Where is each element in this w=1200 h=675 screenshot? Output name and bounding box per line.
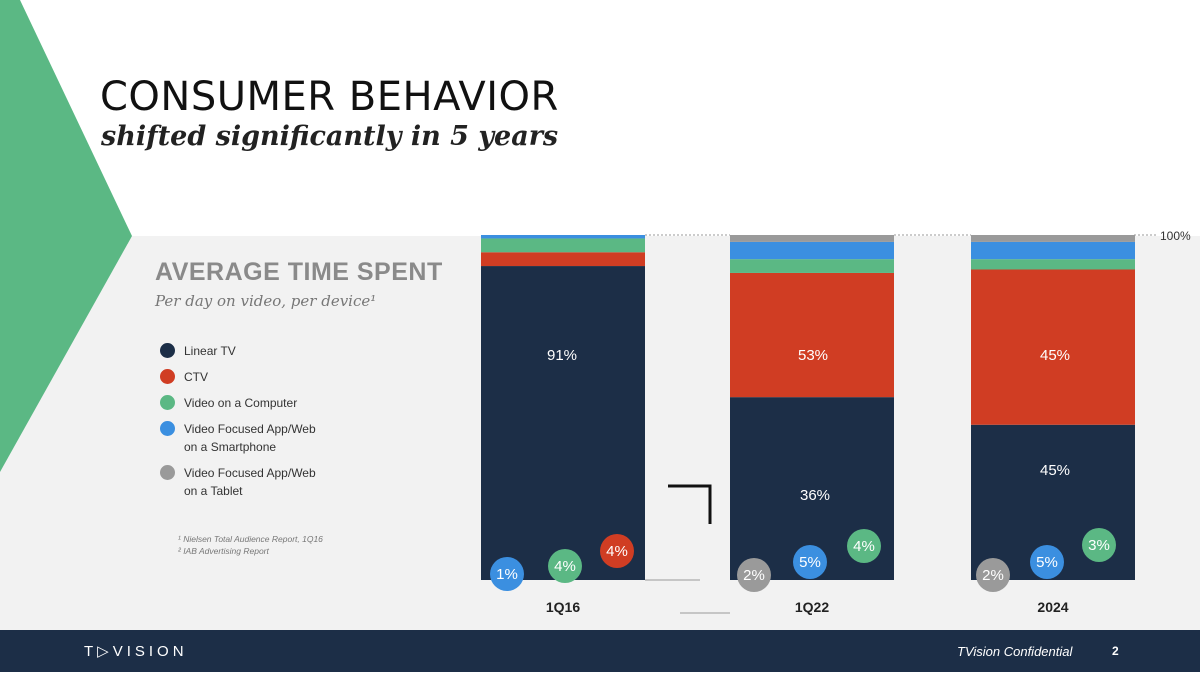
category-label: 1Q22 xyxy=(795,599,829,615)
data-label: 2% xyxy=(743,567,765,584)
footnote-2: ² IAB Advertising Report xyxy=(178,546,269,556)
axis-label-100: 100% xyxy=(1160,229,1191,243)
legend-swatch xyxy=(160,369,175,384)
legend-label: Linear TV xyxy=(184,342,236,360)
legend-swatch xyxy=(160,343,175,358)
legend-label-line: on a Tablet xyxy=(184,484,243,498)
legend-item: Video Focused App/Web on a Smartphone xyxy=(160,420,316,456)
page-subtitle: shifted significantly in 5 years xyxy=(101,121,559,152)
legend-label: Video on a Computer xyxy=(184,394,297,412)
bar-segment xyxy=(730,272,894,398)
data-label-bubble xyxy=(490,557,524,591)
green-chevron-decoration xyxy=(0,0,132,472)
bar-segment xyxy=(730,241,894,260)
data-label: 36% xyxy=(800,487,830,504)
data-label: 91% xyxy=(547,347,577,364)
tvision-logo: T▷VISION xyxy=(84,643,188,660)
legend-label-line: Video Focused App/Web xyxy=(184,466,316,480)
data-label: 4% xyxy=(554,558,576,575)
bracket-mark xyxy=(668,484,712,524)
footer-bar: T▷VISION TVision Confidential 2 xyxy=(0,630,1200,672)
page-number: 2 xyxy=(1112,644,1119,658)
data-label: 53% xyxy=(798,347,828,364)
data-label-bubble xyxy=(600,534,634,568)
data-label-bubble xyxy=(793,545,827,579)
data-label: 5% xyxy=(799,554,821,571)
data-label-bubble xyxy=(737,558,771,592)
data-label: 1% xyxy=(496,566,518,583)
category-label: 1Q16 xyxy=(546,599,580,615)
legend-label-line: CTV xyxy=(184,370,208,384)
data-label: 5% xyxy=(1036,554,1058,571)
data-label-bubble xyxy=(1082,528,1116,562)
bar-segment xyxy=(730,259,894,273)
legend-item: CTV xyxy=(160,368,316,386)
bar-segment xyxy=(971,259,1135,270)
chart-title: AVERAGE TIME SPENT xyxy=(155,258,443,286)
legend-swatch xyxy=(160,395,175,410)
data-label-bubble xyxy=(1030,545,1064,579)
bar-segment xyxy=(481,238,645,253)
footnote-1: ¹ Nielsen Total Audience Report, 1Q16 xyxy=(178,534,323,544)
data-label: 2% xyxy=(982,567,1004,584)
legend-item: Video Focused App/Web on a Tablet xyxy=(160,464,316,500)
page-title: CONSUMER BEHAVIOR xyxy=(100,74,559,120)
data-label-bubble xyxy=(847,529,881,563)
legend-label-line: Video Focused App/Web xyxy=(184,422,316,436)
stacked-bar-chart: 100% 1Q16 1Q22 2024 91% 4% 4% 1% 53% 36% 4% 5% 2% 45%… xyxy=(481,229,1191,615)
legend-label: CTV xyxy=(184,368,208,386)
footnotes: ¹ Nielsen Total Audience Report, 1Q16 ² … xyxy=(178,533,323,557)
confidential-label: TVision Confidential xyxy=(957,644,1073,659)
legend-label-line: on a Smartphone xyxy=(184,440,277,454)
chart-legend: Linear TV CTV Video on a Computer Video Foc… xyxy=(160,342,316,508)
bar-segment xyxy=(481,266,645,580)
legend-label-line: Linear TV xyxy=(184,344,236,358)
data-label: 3% xyxy=(1088,537,1110,554)
legend-item: Linear TV xyxy=(160,342,316,360)
data-label-bubble xyxy=(548,549,582,583)
bar-segment xyxy=(971,241,1135,260)
bar-segment xyxy=(481,252,645,267)
bar-segment xyxy=(971,269,1135,425)
legend-item: Video on a Computer xyxy=(160,394,316,412)
chart-subtitle: Per day on video, per device¹ xyxy=(155,292,377,310)
data-label: 45% xyxy=(1040,347,1070,364)
legend-label: Video Focused App/Web on a Tablet xyxy=(184,464,316,500)
bar-segment xyxy=(971,235,1135,242)
data-label: 45% xyxy=(1040,462,1070,479)
legend-swatch xyxy=(160,465,175,480)
legend-label: Video Focused App/Web on a Smartphone xyxy=(184,420,316,456)
legend-label-line: Video on a Computer xyxy=(184,396,298,410)
data-label: 4% xyxy=(606,543,628,560)
bar-segment xyxy=(730,235,894,242)
legend-swatch xyxy=(160,421,175,436)
chevron-shape xyxy=(0,0,132,472)
bar-segment xyxy=(481,235,645,239)
category-label: 2024 xyxy=(1037,599,1068,615)
data-label: 4% xyxy=(853,538,875,555)
data-label-bubble xyxy=(976,558,1010,592)
